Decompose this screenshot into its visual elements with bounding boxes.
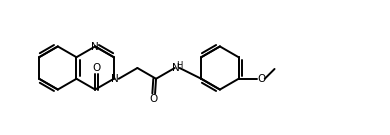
Text: O: O: [258, 74, 266, 84]
Text: N: N: [172, 63, 179, 73]
Text: O: O: [92, 63, 101, 73]
Text: N: N: [91, 42, 99, 52]
Text: O: O: [150, 94, 158, 104]
Text: H: H: [176, 61, 183, 70]
Text: N: N: [111, 74, 119, 84]
